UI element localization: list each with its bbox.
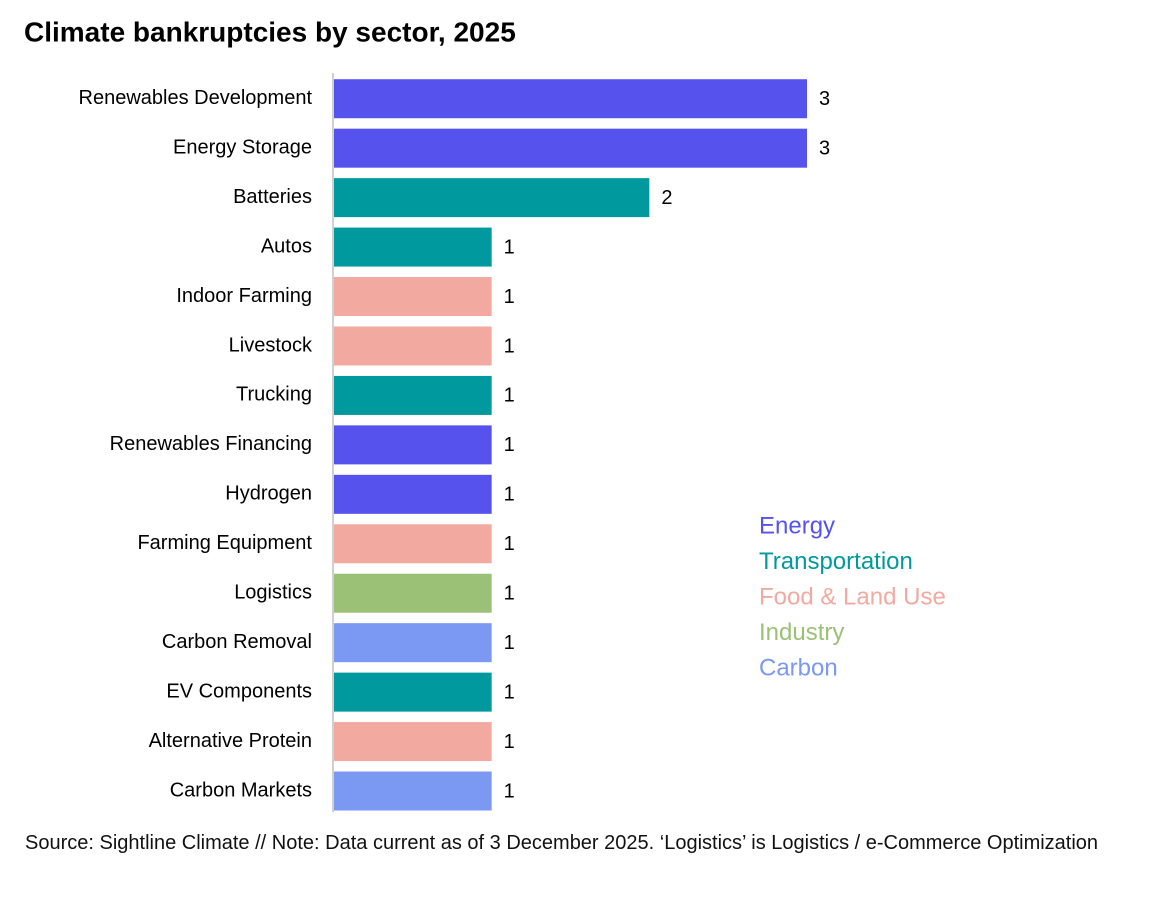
category-label: Livestock xyxy=(229,334,313,356)
chart: Climate bankruptcies by sector, 2025 Ren… xyxy=(24,16,946,812)
value-label: 1 xyxy=(504,583,515,605)
chart-title: Climate bankruptcies by sector, 2025 xyxy=(24,16,516,47)
bar xyxy=(334,474,492,514)
bar xyxy=(334,277,492,317)
value-label: 1 xyxy=(504,731,515,753)
category-label: Alternative Protein xyxy=(149,730,312,752)
bar xyxy=(334,573,492,613)
legend-entry: Carbon xyxy=(759,654,838,681)
category-label: Renewables Development xyxy=(79,87,313,109)
category-label: Energy Storage xyxy=(173,136,312,158)
category-label: EV Components xyxy=(166,680,312,702)
bar xyxy=(334,227,492,267)
bar xyxy=(334,178,650,218)
bar xyxy=(334,672,492,712)
value-label: 1 xyxy=(504,484,515,506)
bar xyxy=(334,375,492,415)
category-label: Batteries xyxy=(233,186,312,208)
value-label: 1 xyxy=(504,286,515,308)
value-label: 1 xyxy=(504,780,515,802)
bar xyxy=(334,326,492,366)
category-label: Trucking xyxy=(236,384,312,406)
bar xyxy=(334,524,492,564)
value-label: 1 xyxy=(504,681,515,703)
category-label: Logistics xyxy=(234,582,312,604)
bar xyxy=(334,771,492,811)
legend-entry: Transportation xyxy=(759,548,913,575)
value-label: 3 xyxy=(819,137,830,159)
bar xyxy=(334,425,492,465)
category-label: Renewables Financing xyxy=(110,433,312,455)
legend-entry: Industry xyxy=(759,619,844,646)
bar xyxy=(334,128,807,168)
value-label: 1 xyxy=(504,434,515,456)
legend-entry: Food & Land Use xyxy=(759,583,946,610)
legend-entry: Energy xyxy=(759,512,835,539)
bar xyxy=(334,79,807,119)
value-label: 1 xyxy=(504,632,515,654)
category-label: Autos xyxy=(261,235,312,257)
value-label: 2 xyxy=(661,187,672,209)
category-label: Indoor Farming xyxy=(176,285,312,307)
footer-note: Source: Sightline Climate // Note: Data … xyxy=(25,832,1099,854)
bar xyxy=(334,722,492,762)
value-label: 3 xyxy=(819,88,830,110)
value-label: 1 xyxy=(504,236,515,258)
value-label: 1 xyxy=(504,533,515,555)
category-label: Hydrogen xyxy=(225,483,312,505)
value-label: 1 xyxy=(504,335,515,357)
category-label: Carbon Markets xyxy=(170,779,312,801)
bar xyxy=(334,623,492,663)
category-label: Carbon Removal xyxy=(162,631,312,653)
category-label: Farming Equipment xyxy=(137,532,312,554)
value-label: 1 xyxy=(504,385,515,407)
